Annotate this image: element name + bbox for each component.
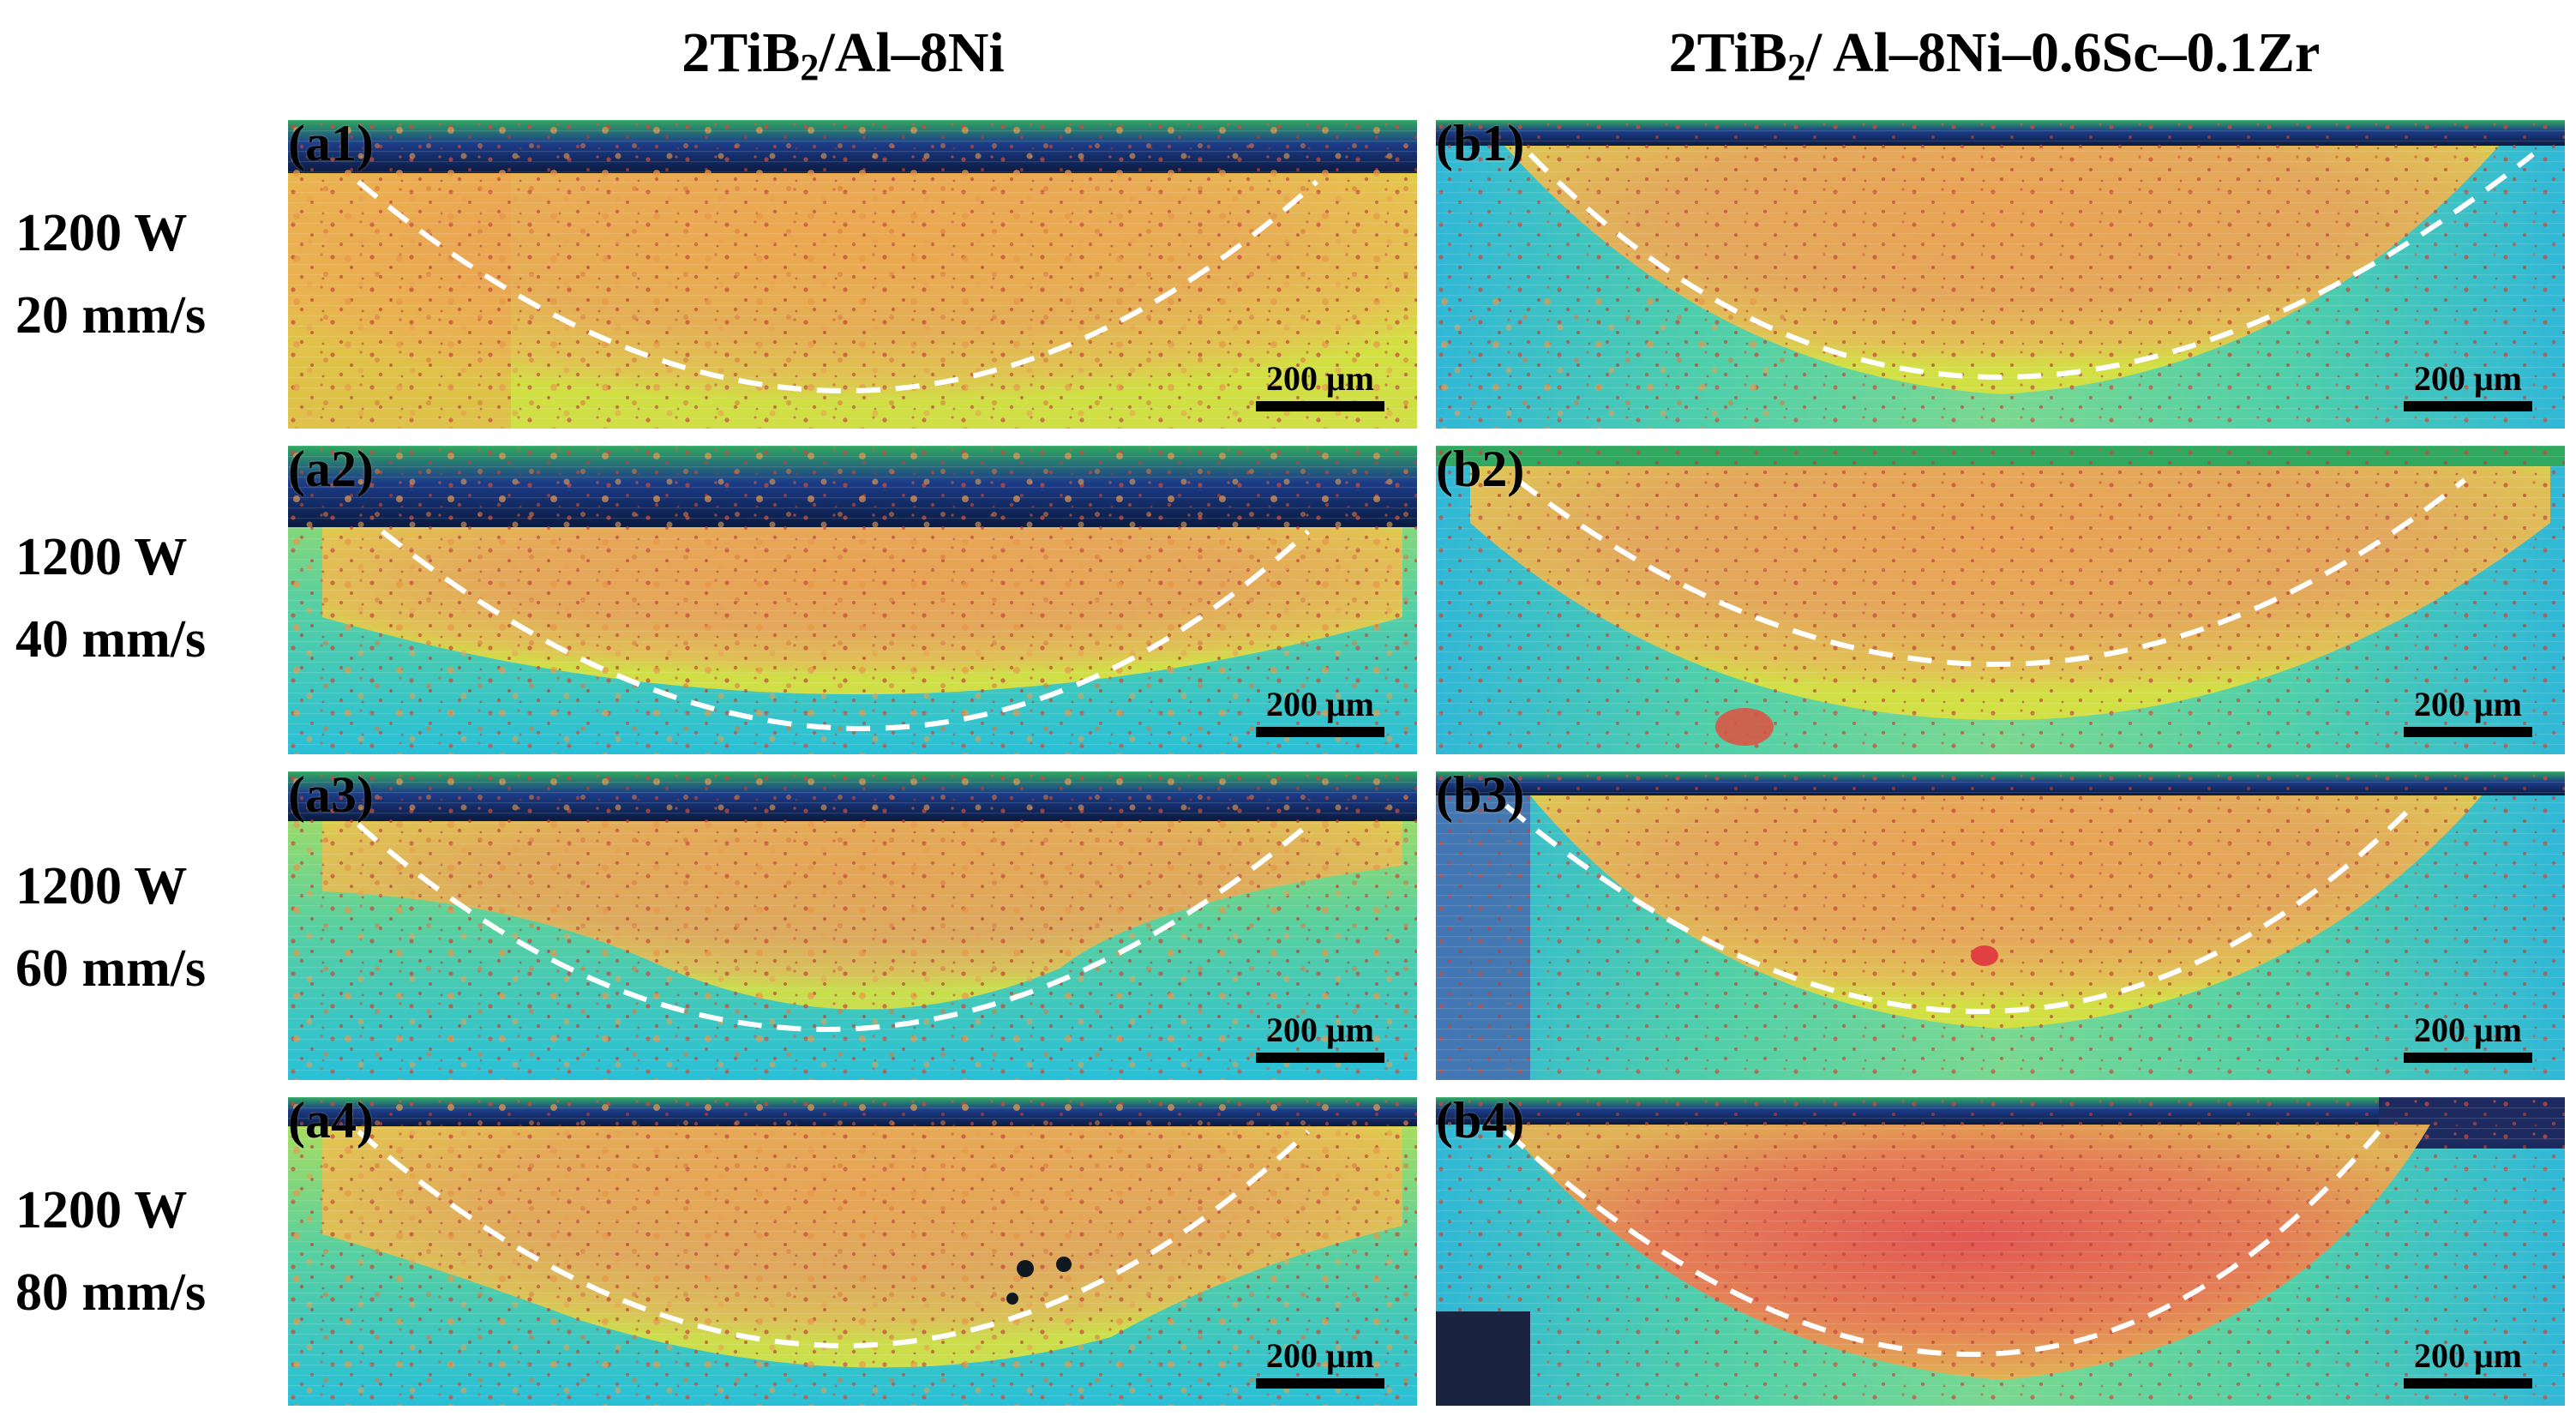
panel-label: (a2) [288,446,374,497]
column-header-b-subscript: 2 [1786,46,1806,88]
scale-bar-label: 200 μm [1266,1011,1374,1049]
row-label-power: 1200 W [15,528,188,586]
dark-region [1436,1311,1530,1406]
scale-bar-line [2404,727,2532,737]
column-header-a-prefix: 2TiB [682,21,801,84]
melt-pool-boundary [1528,152,2535,380]
column-header-a: 2TiB2/Al–8Ni [279,19,1408,87]
scale-bar-line [2404,1053,2532,1063]
micrograph-image [288,1097,1417,1406]
column-header-a-subscript: 2 [800,46,820,88]
melt-pool-boundary [357,179,1319,393]
scale-bar-line [2404,1378,2532,1389]
scale-bar-label: 200 μm [1266,685,1374,723]
scale-bar: 200 μm [2404,360,2532,411]
melt-pool-boundary [1504,1129,2381,1357]
scale-bar: 200 μm [1256,360,1384,411]
scale-bar-line [1256,401,1384,411]
micrograph-image [288,446,1417,754]
panel-label: (b4) [1436,1097,1525,1149]
scale-bar-label: 200 μm [2414,359,2522,398]
particle-cluster [1971,945,1998,966]
row-label-speed: 40 mm/s [15,610,207,669]
micrograph-image [1436,1097,2565,1406]
micrograph-b1: (b1) 200 μm [1436,120,2565,429]
scale-bar: 200 μm [1256,1337,1384,1389]
scale-bar-label: 200 μm [2414,1011,2522,1049]
scale-bar: 200 μm [2404,686,2532,737]
scale-bar-label: 200 μm [1266,1336,1374,1375]
scale-bar: 200 μm [2404,1337,2532,1389]
micrograph-b3: (b3) 200 μm [1436,771,2565,1080]
row-label-3: 1200 W 60 mm/s [15,845,273,1010]
micrograph-image [1436,446,2565,754]
row-label-speed: 60 mm/s [15,939,207,998]
row-label-power: 1200 W [15,857,188,915]
row-label-4: 1200 W 80 mm/s [15,1169,273,1334]
scale-bar-line [1256,1378,1384,1389]
row-label-speed: 80 mm/s [15,1263,207,1322]
micrograph-a2: (a2) 200 μm [288,446,1417,754]
column-header-b: 2TiB2/ Al–8Ni–0.6Sc–0.1Zr [1430,19,2559,87]
column-header-a-suffix: /Al–8Ni [819,21,1005,84]
melt-pool-boundary [381,529,1311,731]
scale-bar-label: 200 μm [2414,1336,2522,1375]
micrograph-image [1436,120,2565,429]
micrograph-image [1436,771,2565,1080]
panel-label: (b1) [1436,120,1525,171]
row-label-2: 1200 W 40 mm/s [15,516,273,681]
row-label-power: 1200 W [15,204,188,262]
pore-dot [1017,1260,1034,1277]
micrograph-image [288,120,1417,429]
column-header-b-prefix: 2TiB [1668,21,1787,84]
column-header-b-suffix: / Al–8Ni–0.6Sc–0.1Zr [1805,21,2321,84]
scale-bar-label: 200 μm [1266,359,1374,398]
scale-bar-label: 200 μm [2414,685,2522,723]
row-label-speed: 20 mm/s [15,286,207,345]
panel-label: (a4) [288,1097,374,1149]
panel-label: (b3) [1436,771,1525,823]
scale-bar-line [1256,727,1384,737]
micrograph-b4: (b4) 200 μm [1436,1097,2565,1406]
row-label-power: 1200 W [15,1181,188,1239]
scale-bar: 200 μm [2404,1011,2532,1063]
scale-bar: 200 μm [1256,1011,1384,1063]
panel-label: (a1) [288,120,374,171]
scale-bar: 200 μm [1256,686,1384,737]
melt-pool-boundary [1516,477,2466,667]
particle-cluster [1715,708,1774,746]
panel-label: (a3) [288,771,374,823]
scale-bar-line [2404,401,2532,411]
melt-pool-boundary [1504,803,2416,1014]
micrograph-a3: (a3) 200 μm [288,771,1417,1080]
pore-dot [1056,1257,1072,1272]
micrograph-a4: (a4) 200 μm [288,1097,1417,1406]
row-label-1: 1200 W 20 mm/s [15,192,273,357]
micrograph-image [288,771,1417,1080]
scale-bar-line [1256,1053,1384,1063]
melt-pool-boundary [357,822,1310,1032]
panel-label: (b2) [1436,446,1525,497]
pore-dot [1006,1293,1018,1305]
micrograph-b2: (b2) 200 μm [1436,446,2565,754]
micrograph-a1: (a1) 200 μm [288,120,1417,429]
